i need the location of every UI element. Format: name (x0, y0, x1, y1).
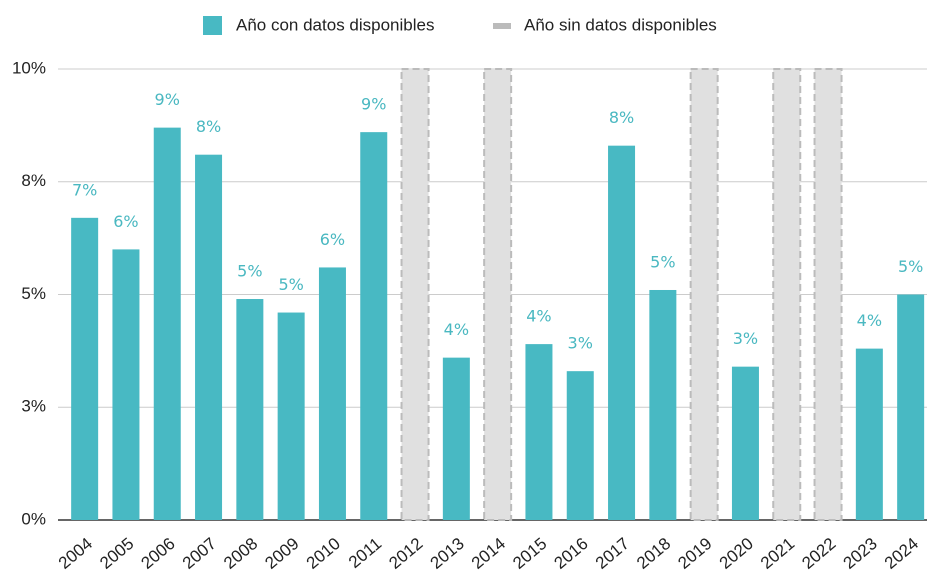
value-label: 5% (278, 275, 303, 294)
value-label: 7% (72, 180, 97, 199)
bar (236, 299, 264, 520)
bar (483, 68, 513, 521)
value-label: 3% (733, 329, 758, 348)
value-label: 4% (526, 307, 551, 326)
bar (360, 132, 388, 520)
y-tick-label: 0% (21, 509, 46, 528)
x-tick-label: 2009 (261, 534, 302, 570)
value-label: 4% (857, 311, 882, 330)
bar (649, 289, 677, 520)
x-tick-label: 2014 (468, 534, 509, 570)
x-tick-label: 2019 (674, 534, 715, 570)
value-label: 8% (196, 117, 221, 136)
bar (897, 294, 925, 520)
x-tick-label: 2020 (716, 534, 757, 570)
value-label: 8% (609, 108, 634, 127)
bar (442, 357, 470, 520)
x-tick-label: 2011 (345, 534, 385, 570)
bar (731, 366, 759, 520)
x-tick-label: 2012 (385, 534, 426, 570)
legend-label: Año con datos disponibles (236, 15, 434, 34)
x-tick-label: 2022 (798, 534, 839, 570)
x-tick-label: 2017 (592, 534, 633, 570)
bar (277, 312, 305, 520)
bar (855, 348, 883, 520)
y-tick-label: 10% (12, 58, 46, 77)
bar (689, 68, 719, 521)
bar (608, 145, 636, 521)
x-tick-label: 2007 (179, 534, 220, 570)
x-tick-label: 2015 (509, 534, 550, 570)
x-tick-label: 2024 (881, 534, 922, 570)
value-label: 6% (113, 212, 138, 231)
value-label: 5% (898, 257, 923, 276)
bar (195, 154, 223, 520)
x-tick-label: 2005 (96, 534, 137, 570)
value-label: 3% (568, 334, 593, 353)
x-tick-label: 2021 (757, 534, 798, 570)
x-tick-label: 2008 (220, 534, 261, 570)
value-label: 5% (237, 262, 262, 281)
value-label: 6% (320, 230, 345, 249)
y-tick-label: 3% (21, 397, 46, 416)
bar (525, 344, 553, 520)
y-tick-label: 8% (21, 171, 46, 190)
x-tick-label: 2004 (55, 534, 96, 570)
bar (318, 267, 346, 520)
value-label: 9% (155, 90, 180, 109)
bar (813, 68, 843, 521)
x-tick-label: 2013 (427, 534, 468, 570)
x-tick-label: 2023 (840, 534, 881, 570)
legend-swatch (203, 16, 222, 35)
value-label: 4% (444, 320, 469, 339)
value-label: 5% (650, 252, 675, 271)
y-tick-label: 5% (21, 284, 46, 303)
x-tick-label: 2016 (551, 534, 592, 570)
x-tick-label: 2010 (303, 534, 344, 570)
legend-label: Año sin datos disponibles (524, 15, 717, 34)
x-tick-label: 2006 (138, 534, 179, 570)
value-label: 9% (361, 95, 386, 114)
x-tick-label: 2018 (633, 534, 674, 570)
bar (772, 68, 802, 521)
bar (400, 68, 430, 521)
bar (71, 217, 99, 520)
bar (153, 127, 181, 520)
bar (566, 371, 594, 520)
bar (112, 249, 140, 520)
